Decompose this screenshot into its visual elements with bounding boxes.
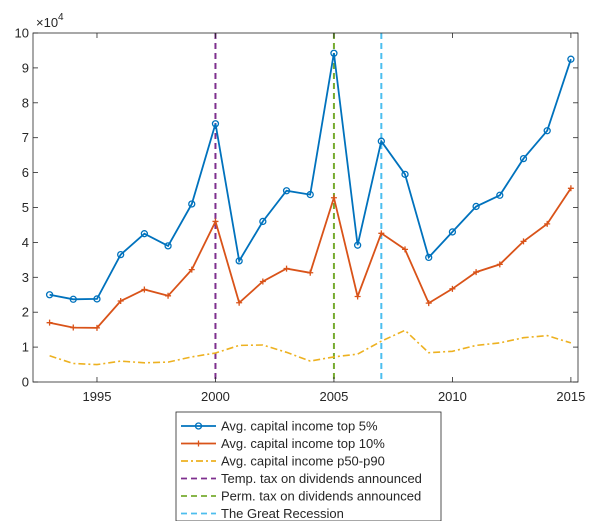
series-2 bbox=[46, 185, 574, 331]
data-point bbox=[164, 242, 172, 250]
data-point bbox=[402, 246, 409, 253]
x-tick-label: 2005 bbox=[319, 389, 348, 404]
legend-item-1: Avg. capital income top 5% bbox=[181, 419, 378, 434]
data-point bbox=[473, 269, 480, 276]
y-tick-label: 1 bbox=[22, 340, 29, 355]
data-point bbox=[496, 261, 503, 268]
data-point bbox=[354, 293, 361, 300]
y-tick-label: 9 bbox=[22, 60, 29, 75]
data-point bbox=[235, 257, 243, 265]
data-point bbox=[306, 190, 314, 199]
data-point bbox=[93, 295, 101, 303]
legend-label: Avg. capital income top 10% bbox=[221, 436, 385, 451]
data-point bbox=[377, 137, 385, 145]
data-point bbox=[259, 278, 266, 285]
data-point bbox=[46, 319, 53, 326]
series-lines bbox=[45, 49, 575, 366]
y-exponent-base: ×10 bbox=[36, 15, 58, 30]
data-point bbox=[165, 292, 172, 299]
y-tick-label: 3 bbox=[22, 270, 29, 285]
legend: Avg. capital income top 5% Avg. capital i… bbox=[175, 411, 442, 521]
legend-item-5: Perm. tax on dividends announced bbox=[181, 489, 421, 504]
data-point bbox=[70, 324, 77, 331]
data-point bbox=[543, 127, 551, 135]
data-point bbox=[567, 185, 574, 192]
data-point bbox=[401, 170, 409, 178]
data-point bbox=[378, 230, 385, 237]
x-tick-label: 2010 bbox=[438, 389, 467, 404]
data-point bbox=[448, 228, 457, 236]
y-tick-label: 6 bbox=[22, 165, 29, 180]
legend-label: Temp. tax on dividends announced bbox=[221, 471, 422, 486]
data-point bbox=[330, 194, 337, 201]
event-lines bbox=[214, 33, 383, 382]
y-tick-label: 8 bbox=[22, 95, 29, 110]
data-point bbox=[307, 269, 314, 276]
legend-item-6: The Great Recession bbox=[181, 506, 344, 521]
data-point bbox=[520, 238, 527, 245]
x-tick-label: 1995 bbox=[83, 389, 112, 404]
y-tick-label: 5 bbox=[22, 200, 29, 215]
x-tick-label: 2000 bbox=[201, 389, 230, 404]
data-point bbox=[353, 241, 362, 249]
data-point bbox=[69, 295, 77, 303]
series-line-1 bbox=[49, 53, 572, 301]
data-point bbox=[117, 250, 125, 259]
legend-item-4: Temp. tax on dividends announced bbox=[181, 471, 422, 486]
data-point bbox=[188, 266, 195, 273]
legend-label: Perm. tax on dividends announced bbox=[221, 489, 421, 504]
series-line-2 bbox=[49, 187, 572, 329]
legend-marker bbox=[195, 440, 202, 447]
data-point bbox=[140, 230, 149, 238]
y-tick-label: 0 bbox=[22, 375, 29, 390]
data-point bbox=[141, 286, 148, 293]
data-point bbox=[188, 200, 196, 208]
data-point bbox=[330, 49, 338, 57]
data-point bbox=[425, 253, 433, 262]
data-point bbox=[283, 265, 290, 272]
legend-label: Avg. capital income top 5% bbox=[221, 419, 378, 434]
data-point bbox=[212, 218, 219, 225]
data-point bbox=[496, 191, 504, 199]
x-tick-label: 2015 bbox=[556, 389, 585, 404]
y-exponent-power: 4 bbox=[58, 12, 64, 23]
data-point bbox=[93, 324, 100, 331]
data-point bbox=[117, 298, 124, 305]
data-point bbox=[259, 217, 267, 226]
data-point bbox=[236, 299, 243, 306]
legend-item-3: Avg. capital income p50-p90 bbox=[181, 454, 385, 469]
data-point bbox=[449, 285, 456, 292]
legend-item-2: Avg. capital income top 10% bbox=[181, 436, 385, 451]
legend-box bbox=[175, 411, 442, 521]
data-point bbox=[45, 291, 54, 299]
series-1 bbox=[45, 49, 575, 303]
series-3 bbox=[49, 329, 572, 366]
data-point bbox=[425, 300, 432, 307]
data-point bbox=[211, 120, 220, 128]
data-point bbox=[282, 187, 291, 195]
legend-label: Avg. capital income p50-p90 bbox=[221, 454, 385, 469]
y-exponent-label: ×10 4 bbox=[36, 12, 64, 30]
data-point bbox=[567, 55, 575, 63]
series-line-3 bbox=[49, 329, 572, 366]
plot-area-border bbox=[32, 32, 579, 383]
y-tick-label: 10 bbox=[15, 26, 29, 41]
axis-ticks: 1995 2000 2005 2010 2015 0 1 2 3 4 5 6 7 8 9 10 bbox=[15, 26, 586, 405]
data-point bbox=[544, 220, 551, 227]
y-tick-label: 2 bbox=[22, 305, 29, 320]
data-point bbox=[472, 202, 480, 211]
y-tick-label: 4 bbox=[22, 235, 29, 250]
legend-marker bbox=[194, 422, 203, 430]
y-tick-label: 7 bbox=[22, 130, 29, 145]
data-point bbox=[519, 154, 528, 163]
legend-label: The Great Recession bbox=[221, 506, 344, 521]
